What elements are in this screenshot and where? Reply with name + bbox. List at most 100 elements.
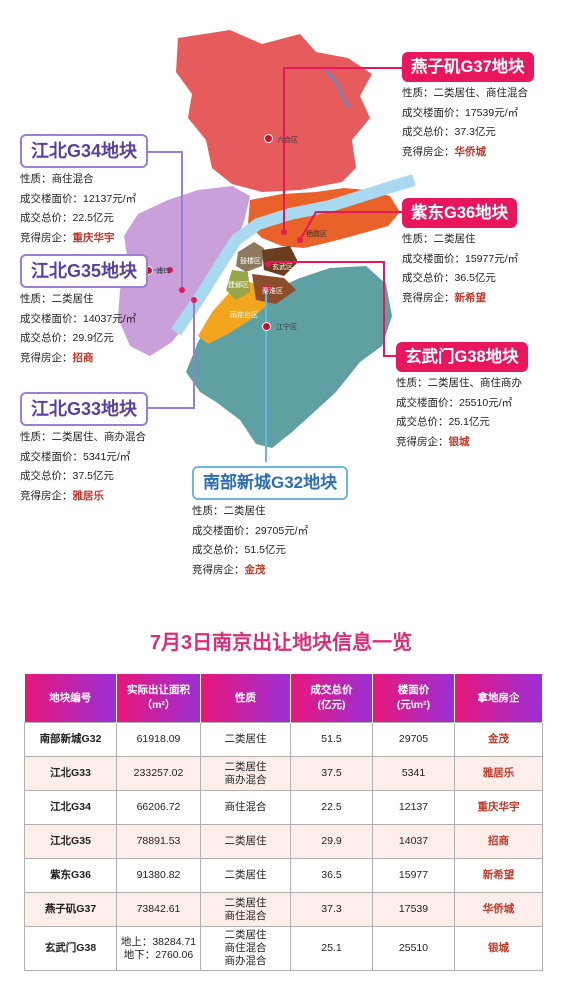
table-cell: 66206.72 [116,790,201,825]
total-label: 成交总价： [20,332,73,344]
table-cell: 25.1 [290,926,373,971]
river-yangtze [171,174,416,336]
connector-jiangbei34 [134,151,183,290]
callout-yanziji: 燕子矶G37地块 性质：二类居住、商住混合 成交楼面价：17539元/㎡ 成交总… [402,52,534,162]
price-label: 成交楼面价： [192,524,255,537]
developer-value: 金茂 [244,563,266,576]
nature-label: 性质： [396,377,428,389]
district-label-xuanwu: 玄武区 [272,264,293,271]
price-label: 成交楼面价： [402,252,465,265]
table-cell: 二类居住 商住混合 商办混合 [200,926,291,971]
price-value: 12137元/㎡ [83,192,137,205]
table-cell: 新希望 [454,858,543,893]
table-cell: 重庆华宇 [454,790,543,825]
table-cell: 金茂 [454,722,543,757]
table-row: 玄武门G38 地上：38284.71 地下：2760.06 二类居住 商住混合 商办混合 2… [24,926,543,971]
total-value: 25.1亿元 [448,416,490,428]
table-cell: 二类居住 [200,824,291,859]
connector-xuanwumen [270,261,398,357]
price-value: 14037元/㎡ [83,312,137,325]
pin-g34 [179,287,185,293]
table-header-row: 地块编号 实际出让面积 （m²） 性质 成交总价 (亿元) 楼面价 (元\m²) 拿地房企 [24,674,543,723]
price-value: 15977元/㎡ [465,252,519,265]
pin-g33 [191,297,197,303]
callout-nanbu: 南部新城G32地块 性质：二类居住 成交楼面价：29705元/㎡ 成交总价：51… [192,466,349,580]
table-cell: 二类居住 [200,722,291,757]
developer-label: 竞得房企： [20,489,73,502]
region-gulou [236,242,264,272]
price-value: 29705元/㎡ [255,524,309,537]
table-cell: 37.5 [290,756,373,791]
table-cell: 51.5 [290,722,373,757]
table-row: 江北G35 78891.53 二类居住 29.9 14037 招商 [24,824,543,859]
table-cell: 29.9 [290,824,373,859]
total-label: 成交总价： [396,416,449,428]
price-label: 成交楼面价： [402,106,465,119]
callout-title: 玄武门G38地块 [396,342,528,372]
table-cell: 233257.02 [116,756,201,791]
table-cell: 14037 [372,824,455,859]
table-cell: 12137 [372,790,455,825]
table-cell: 29705 [372,722,455,757]
price-label: 成交楼面价： [20,450,83,463]
developer-label: 竞得房企： [20,351,73,364]
table-cell: 二类居住 商办混合 [200,756,291,791]
region-liuhe [176,30,372,192]
pin-g35 [167,267,173,273]
table-row: 南部新城G32 61918.09 二类居住 51.5 29705 金茂 [24,722,543,757]
table-cell: 江北G34 [24,790,117,825]
table-cell: 91380.82 [116,858,201,893]
parcel-table: 地块编号 实际出让面积 （m²） 性质 成交总价 (亿元) 楼面价 (元\m²) 拿地房企 南部… [24,674,543,971]
table-cell: 78891.53 [116,824,201,859]
district-label-yuhuatai: 雨花台区 [230,312,258,319]
price-label: 成交楼面价： [396,396,459,409]
callout-title: 江北G33地块 [20,392,149,426]
total-label: 成交总价： [20,470,73,482]
table-cell: 17539 [372,892,455,927]
developer-value: 华侨城 [454,145,487,158]
developer-label: 竞得房企： [396,435,449,448]
callout-jiangbei35: 江北G35地块 性质：二类居住 成交楼面价：14037元/㎡ 成交总价：29.9… [20,254,149,368]
table-header-cell: 实际出让面积 （m²） [116,674,201,723]
developer-label: 竞得房企： [20,231,73,244]
connector-zidong [299,211,404,241]
pin-g37 [281,229,287,235]
table-header-cell: 拿地房企 [454,674,543,723]
table-cell: 燕子矶G37 [24,892,117,927]
nature-value: 二类居住、商住商办 [427,377,523,389]
nature-value: 二类居住、商住混合 [433,87,529,99]
total-value: 22.5亿元 [72,212,114,224]
table-row: 江北G34 66206.72 商住混合 22.5 12137 重庆华宇 [24,790,543,825]
district-dot-liuhe [264,134,273,143]
table-cell: 江北G33 [24,756,117,791]
total-label: 成交总价： [402,272,455,284]
table-cell: 玄武门G38 [24,926,117,971]
river-north [325,69,351,109]
nature-label: 性质： [20,173,52,185]
table-header-cell: 性质 [200,674,291,723]
developer-label: 竞得房企： [192,563,245,576]
nanjing-district-map [118,30,416,462]
table-cell: 22.5 [290,790,373,825]
total-label: 成交总价： [402,126,455,138]
table-cell: 招商 [454,824,543,859]
price-label: 成交楼面价： [20,192,83,205]
price-label: 成交楼面价： [20,312,83,325]
nature-value: 二类居住 [433,233,476,245]
table-header-cell: 楼面价 (元\m²) [372,674,455,723]
price-value: 5341元/㎡ [83,450,131,463]
region-pukou [118,186,250,356]
developer-label: 竞得房企： [402,145,455,158]
table-cell: 南部新城G32 [24,722,117,757]
nature-label: 性质： [192,505,224,517]
connector-yanziji [283,67,404,230]
table-cell: 37.3 [290,892,373,927]
nature-label: 性质： [20,431,52,443]
table-cell: 二类居住 商住混合 [200,892,291,927]
district-label-pukou: 浦口 [156,268,170,275]
total-value: 51.5亿元 [244,544,286,556]
table-cell: 二类居住 [200,858,291,893]
parcel-info-table: 地块编号 实际出让面积 （m²） 性质 成交总价 (亿元) 楼面价 (元\m²) 拿地房企 南部… [24,674,543,971]
table-cell: 61918.09 [116,722,201,757]
callout-jiangbei33: 江北G33地块 性质：二类居住、商办混合 成交楼面价：5341元/㎡ 成交总价：… [20,392,149,506]
